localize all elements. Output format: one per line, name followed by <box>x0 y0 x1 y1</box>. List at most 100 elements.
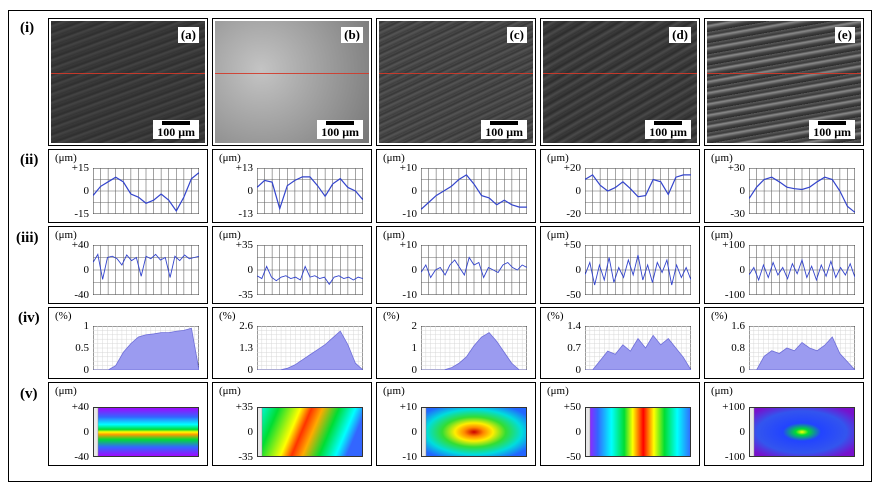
plot-svg-v-d <box>585 407 691 457</box>
y-tick-iv-b-2: 0 <box>247 364 254 376</box>
y-unit-ii-d: (μm) <box>547 152 569 164</box>
y-tick-ii-e-2: -30 <box>730 208 745 220</box>
plot-svg-iii-c <box>421 245 527 295</box>
chart-cell-iii-c: (μm) +10 0 -10 <box>376 226 536 304</box>
scale-bar-label-d: 100 μm <box>649 125 687 139</box>
line-series-iii-a <box>93 253 199 280</box>
row-label-v: (v) <box>20 386 38 402</box>
micrograph-c: (c) 100 μm <box>379 21 533 143</box>
chart-cell-v-e: (μm) +100 0 -100 <box>704 382 864 466</box>
y-tick-v-b-1: 0 <box>247 426 254 438</box>
plot-svg-iv-c <box>421 326 527 370</box>
line-series-ii-b <box>257 176 363 211</box>
y-tick-iv-a-0: 1 <box>83 320 90 332</box>
micrograph-a: (a) 100 μm <box>51 21 205 143</box>
y-unit-ii-b: (μm) <box>219 152 241 164</box>
chart-cell-iii-e: (μm) +100 0 -100 <box>704 226 864 304</box>
y-unit-v-c: (μm) <box>383 385 405 397</box>
y-tick-v-a-2: -40 <box>74 451 89 463</box>
y-tick-v-e-0: +100 <box>722 401 745 413</box>
y-tick-iii-c-2: -10 <box>402 289 417 301</box>
micrograph-cell-d: (d) 100 μm <box>540 18 700 146</box>
profile-line-e <box>707 73 861 75</box>
profile-line-c <box>379 73 533 75</box>
y-tick-ii-d-0: +20 <box>563 162 581 174</box>
y-tick-iv-d-2: 0 <box>575 364 582 376</box>
chart-cell-ii-a: (μm) +15 0 -15 <box>48 149 208 223</box>
y-unit-v-a: (μm) <box>55 385 77 397</box>
heatmap-c <box>421 407 527 457</box>
scale-bar-line-a <box>162 121 191 125</box>
panel-tag-d: (d) <box>669 27 691 43</box>
y-tick-iii-d-2: -50 <box>566 289 581 301</box>
plot-svg-v-b <box>257 407 363 457</box>
chart-cell-iv-e: (%) 1.6 0.8 0 <box>704 307 864 379</box>
plot-svg-v-a <box>93 407 199 457</box>
chart-cell-v-c: (μm) +10 0 -10 <box>376 382 536 466</box>
y-tick-v-c-1: 0 <box>411 426 418 438</box>
scale-bar-e: 100 μm <box>809 120 855 139</box>
scale-bar-label-a: 100 μm <box>157 125 195 139</box>
plot-svg-ii-b <box>257 168 363 214</box>
micrograph-cell-e: (e) 100 μm <box>704 18 864 146</box>
y-unit-iii-c: (μm) <box>383 229 405 241</box>
y-tick-ii-d-2: -20 <box>566 208 581 220</box>
micrograph-e: (e) 100 μm <box>707 21 861 143</box>
y-tick-iii-a-0: +40 <box>71 239 89 251</box>
plot-svg-iii-e <box>749 245 855 295</box>
profile-line-a <box>51 73 205 75</box>
color-scale-strip-a <box>93 407 99 457</box>
plot-svg-iv-b <box>257 326 363 370</box>
y-unit-iii-d: (μm) <box>547 229 569 241</box>
y-tick-ii-e-0: +30 <box>727 162 745 174</box>
panel-tag-e: (e) <box>834 27 855 43</box>
y-tick-iv-e-2: 0 <box>739 364 746 376</box>
chart-cell-ii-d: (μm) +20 0 -20 <box>540 149 700 223</box>
chart-cell-iv-c: (%) 2 1 0 <box>376 307 536 379</box>
scale-bar-d: 100 μm <box>645 120 691 139</box>
y-tick-iii-d-0: +50 <box>563 239 581 251</box>
heatmap-border-d <box>585 407 691 457</box>
heatmap-border-b <box>257 407 363 457</box>
plot-svg-v-e <box>749 407 855 457</box>
y-tick-v-b-0: +35 <box>235 401 253 413</box>
y-tick-v-d-2: -50 <box>566 451 581 463</box>
line-series-iii-e <box>749 258 855 282</box>
y-unit-iv-b: (%) <box>219 310 236 322</box>
heatmap-border-e <box>749 407 855 457</box>
y-tick-ii-a-2: -15 <box>74 208 89 220</box>
y-tick-iii-e-1: 0 <box>739 264 746 276</box>
row-label-iii: (iii) <box>16 230 39 246</box>
scale-bar-line-e <box>818 121 847 125</box>
heatmap-border-a <box>93 407 199 457</box>
area-series-a <box>93 327 199 370</box>
micrograph-d: (d) 100 μm <box>543 21 697 143</box>
line-series-ii-e <box>749 176 855 213</box>
y-tick-iv-a-1: 0.5 <box>75 342 89 354</box>
heatmap-border-c <box>421 407 527 457</box>
y-tick-v-b-2: -35 <box>238 451 253 463</box>
heatmap-a <box>93 407 199 457</box>
y-unit-iii-e: (μm) <box>711 229 733 241</box>
area-series-e <box>749 336 855 370</box>
y-tick-ii-b-0: +13 <box>235 162 253 174</box>
y-unit-iii-a: (μm) <box>55 229 77 241</box>
y-tick-ii-c-0: +10 <box>399 162 417 174</box>
scale-bar-line-c <box>490 121 519 125</box>
color-scale-strip-e <box>749 407 755 457</box>
y-unit-v-e: (μm) <box>711 385 733 397</box>
chart-cell-v-b: (μm) +35 0 -35 <box>212 382 372 466</box>
y-tick-iv-e-0: 1.6 <box>731 320 745 332</box>
heatmap-b <box>257 407 363 457</box>
y-tick-iv-c-0: 2 <box>411 320 418 332</box>
chart-cell-iv-b: (%) 2.6 1.3 0 <box>212 307 372 379</box>
y-tick-ii-a-0: +15 <box>71 162 89 174</box>
y-tick-iv-b-1: 1.3 <box>239 342 253 354</box>
scale-bar-label-c: 100 μm <box>485 125 523 139</box>
line-series-ii-d <box>585 174 691 198</box>
y-unit-iv-d: (%) <box>547 310 564 322</box>
heatmap-d <box>585 407 691 457</box>
y-unit-iv-c: (%) <box>383 310 400 322</box>
plot-svg-iv-d <box>585 326 691 370</box>
